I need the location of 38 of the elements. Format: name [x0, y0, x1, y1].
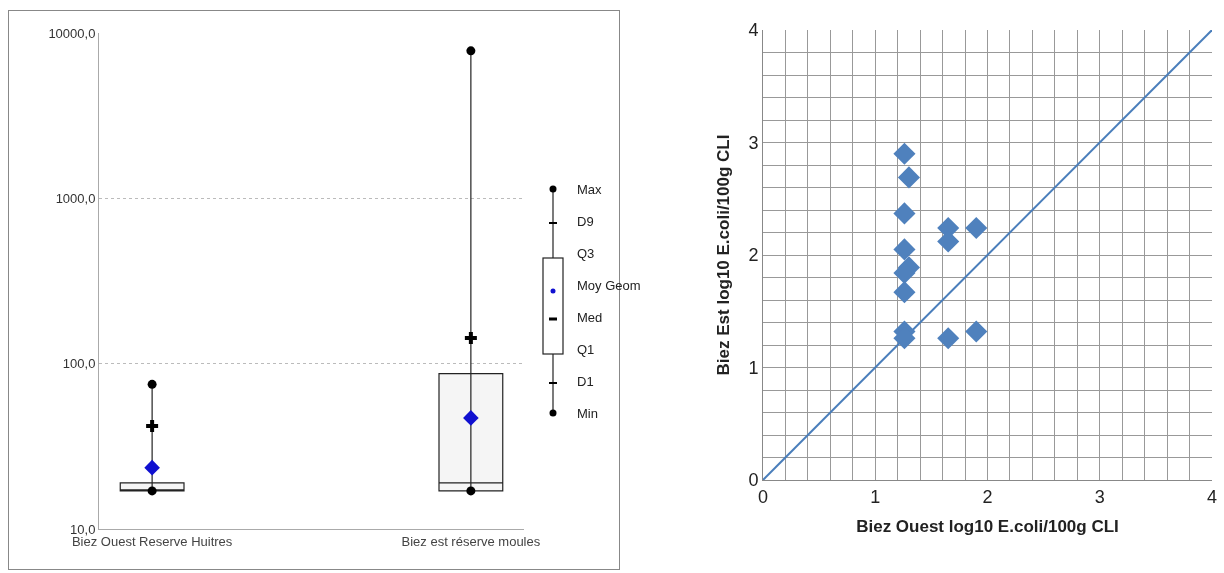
- point: [937, 327, 960, 350]
- point: [965, 320, 988, 343]
- x-tick-label: 3: [1094, 486, 1105, 507]
- text: Max: [577, 181, 602, 197]
- x-tick-label: 1: [870, 486, 881, 507]
- x-tick-label: 2: [982, 486, 993, 507]
- point: [146, 419, 159, 432]
- text: Moy Geom: [577, 277, 641, 293]
- y-tick-label: 3: [748, 132, 759, 153]
- point: [147, 379, 157, 389]
- y-tick-label: 100,0: [62, 356, 96, 372]
- text: Med: [577, 309, 603, 325]
- y-tick-label: 2: [748, 245, 759, 266]
- y-tick-label: 1: [748, 357, 759, 378]
- point: [893, 281, 916, 304]
- point: [893, 142, 916, 165]
- point: [466, 486, 476, 496]
- y-tick-label: 10000,0: [48, 25, 96, 41]
- point: [893, 238, 916, 261]
- y-axis-title: Biez Est log10 E.coli/100g CLI: [713, 134, 733, 376]
- x-axis-title: Biez Ouest log10 E.coli/100g CLI: [856, 517, 1119, 536]
- x-tick-label: 4: [1206, 486, 1218, 507]
- text: Q1: [577, 341, 595, 357]
- text: Q3: [577, 245, 595, 261]
- y-tick-label: 0: [748, 470, 759, 491]
- text: D1: [577, 373, 594, 389]
- point: [466, 46, 476, 56]
- y-tick-label: 10,0: [70, 521, 96, 537]
- point: [147, 486, 157, 496]
- text: D9: [577, 213, 594, 229]
- y-tick-label: 1000,0: [55, 190, 96, 206]
- point: [897, 166, 920, 189]
- point: [965, 216, 988, 240]
- x-tick-label: Biez est réserve moules: [401, 533, 541, 549]
- y-tick-label: 4: [748, 20, 759, 41]
- text: Min: [577, 405, 598, 421]
- point: [464, 331, 477, 344]
- point: [893, 202, 916, 225]
